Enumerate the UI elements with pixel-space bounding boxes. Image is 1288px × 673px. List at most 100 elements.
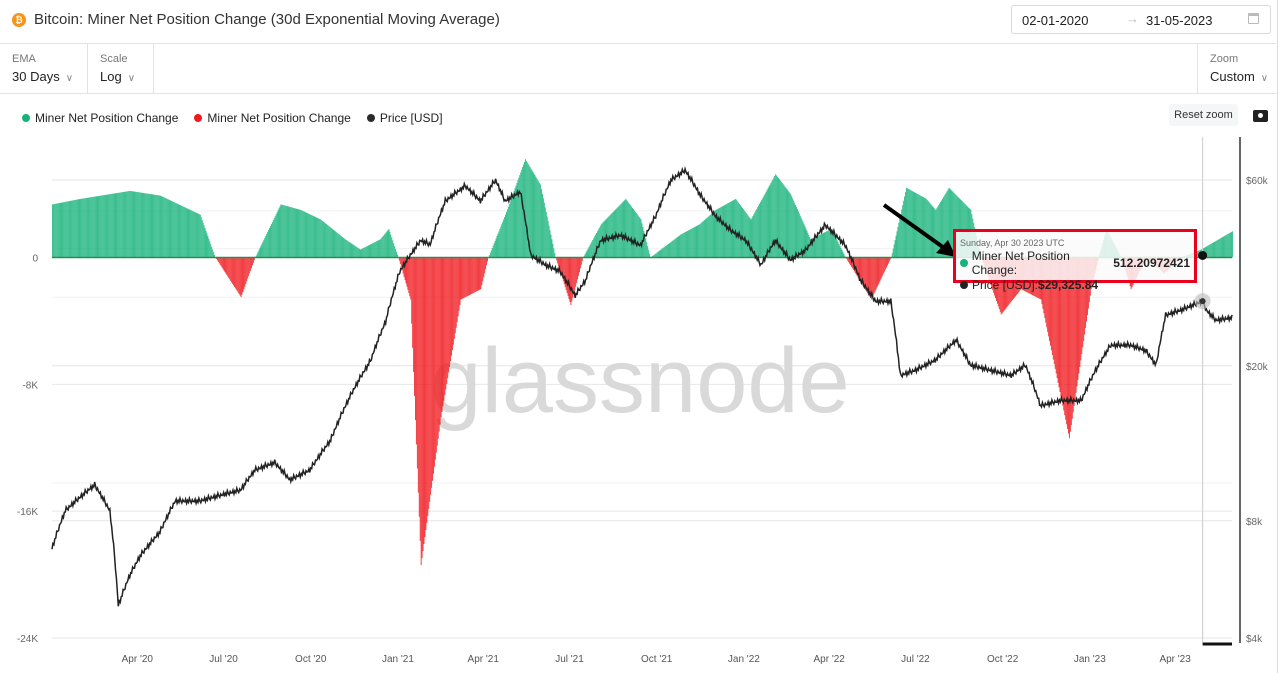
bar xyxy=(552,243,554,258)
bar xyxy=(462,257,464,299)
bar xyxy=(785,187,787,258)
bar xyxy=(898,222,900,258)
bar xyxy=(381,236,383,258)
bar xyxy=(542,198,544,258)
bar xyxy=(101,195,103,258)
bar xyxy=(451,257,453,351)
bar xyxy=(736,200,738,258)
bar xyxy=(364,247,366,258)
scale-select[interactable]: Scale Log ∨ xyxy=(88,44,154,93)
bar xyxy=(352,244,354,258)
bar xyxy=(796,206,797,258)
bar xyxy=(684,232,686,258)
bar xyxy=(849,257,851,264)
bar xyxy=(404,257,406,281)
bar xyxy=(412,257,414,348)
bar xyxy=(1068,257,1069,434)
bar xyxy=(415,257,416,421)
bar xyxy=(286,205,288,258)
bar xyxy=(328,226,330,258)
reset-zoom-button[interactable]: Reset zoom xyxy=(1169,104,1238,126)
date-to-input[interactable]: 31-05-2023 xyxy=(1146,13,1213,28)
bar xyxy=(821,233,823,258)
bar xyxy=(776,175,778,258)
bar xyxy=(398,257,400,261)
ema-select[interactable]: EMA 30 Days ∨ xyxy=(0,44,88,93)
bar xyxy=(204,228,206,258)
legend-item-positive[interactable]: Miner Net Position Change xyxy=(22,111,178,125)
bar xyxy=(746,214,748,258)
bar xyxy=(999,257,1001,312)
bar xyxy=(137,192,139,258)
bar xyxy=(915,193,917,258)
camera-icon[interactable] xyxy=(1253,110,1268,122)
bar xyxy=(1045,257,1047,323)
bar xyxy=(353,245,355,258)
bar xyxy=(864,257,866,289)
bar xyxy=(394,246,396,258)
legend-label: Miner Net Position Change xyxy=(35,111,179,125)
legend-item-negative[interactable]: Miner Net Position Change xyxy=(194,111,351,125)
bar xyxy=(434,257,436,460)
bar xyxy=(589,245,591,258)
bar xyxy=(507,206,509,258)
bar xyxy=(169,200,171,258)
hover-marker-position xyxy=(1198,250,1208,260)
right-axis-tick-label: $20k xyxy=(1246,362,1269,373)
legend-item-price[interactable]: Price [USD] xyxy=(366,111,443,125)
bar xyxy=(476,257,478,292)
bar xyxy=(565,257,567,291)
bar xyxy=(176,203,178,258)
bar xyxy=(84,198,86,258)
bar xyxy=(178,204,180,258)
bar xyxy=(147,193,149,258)
bar xyxy=(122,192,124,258)
bar xyxy=(917,194,919,258)
bar xyxy=(270,224,272,258)
bar xyxy=(723,205,724,258)
date-from-input[interactable]: 02-01-2020 xyxy=(1022,13,1089,28)
zoom-select[interactable]: Zoom Custom ∨ xyxy=(1197,44,1278,93)
bar xyxy=(894,240,896,258)
bar xyxy=(556,257,558,261)
bar xyxy=(342,237,344,258)
bar xyxy=(714,210,716,258)
bar xyxy=(1070,257,1072,426)
bar xyxy=(522,167,524,258)
bar xyxy=(174,202,176,258)
bar xyxy=(209,241,211,258)
bar xyxy=(648,249,650,258)
bar xyxy=(329,227,331,258)
bar xyxy=(323,221,325,258)
bar xyxy=(1000,257,1002,315)
bar xyxy=(735,198,737,258)
watermark-logo: glassnode xyxy=(430,330,849,432)
bar xyxy=(110,193,112,258)
bar xyxy=(340,235,342,258)
bar xyxy=(452,257,454,345)
bar xyxy=(790,194,792,258)
bar xyxy=(869,257,871,298)
bar xyxy=(818,235,820,258)
date-range-picker[interactable]: 02-01-2020 → 31-05-2023 xyxy=(1011,5,1271,34)
bar xyxy=(77,199,79,258)
bar xyxy=(279,206,281,258)
calendar-icon[interactable] xyxy=(1248,13,1259,24)
bar xyxy=(837,242,839,258)
bar xyxy=(143,193,145,258)
bar xyxy=(335,231,337,258)
bar xyxy=(399,257,401,264)
bar xyxy=(156,195,158,258)
bar xyxy=(814,236,816,258)
bar xyxy=(458,257,460,311)
bar xyxy=(685,231,687,258)
bar xyxy=(105,194,107,258)
bar xyxy=(390,234,392,258)
bar xyxy=(740,205,742,258)
bar xyxy=(938,205,940,258)
bar xyxy=(1215,240,1217,258)
bar xyxy=(1222,236,1224,258)
bar xyxy=(309,214,311,258)
bar xyxy=(794,202,796,258)
bar xyxy=(1221,237,1223,258)
